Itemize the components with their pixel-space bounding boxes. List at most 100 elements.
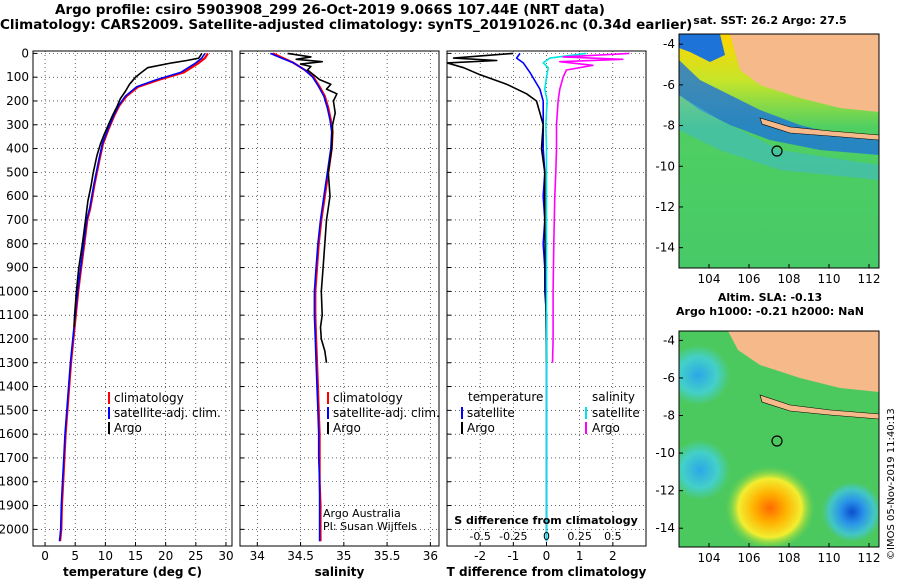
diff-legend-s-swatch: [585, 407, 587, 419]
differences-series-temperature-satellite: [515, 52, 548, 542]
salinity-xtick-label: 35.5: [374, 549, 401, 563]
diff-legend-s-label: satellite: [592, 406, 640, 420]
temperature-panel: 0 5 10 15 20 25 300100200300400500600700800900…: [0, 46, 234, 579]
temperature-series-argo: [73, 52, 203, 328]
differences-legend: temperaturesatelliteArgosalinitysatellit…: [454, 390, 640, 563]
depth-tick-label: 200: [6, 94, 29, 108]
salinity-xtick-label: 34: [250, 549, 265, 563]
sla-land: [679, 331, 879, 392]
sla-map-title: Altim. SLA: -0.13: [717, 291, 823, 304]
depth-tick-label: 1200: [0, 332, 29, 346]
diff-s-tick-label: 0: [543, 530, 550, 543]
diff-s-tick-label: 0.25: [567, 530, 592, 543]
sst-map: [678, 33, 880, 269]
diff-legend-s-label: Argo: [592, 421, 620, 435]
sst_map-xtick-label: 106: [738, 272, 761, 286]
temperature-xlabel: temperature (deg C): [63, 565, 202, 579]
salinity-legend-label: Argo: [333, 421, 361, 435]
differences-xlabel: T difference from climatology: [447, 565, 647, 579]
sla_map-xtick-label: 108: [778, 551, 801, 565]
sst-land: [679, 34, 879, 112]
sla-argo-marker: [771, 435, 783, 447]
figure-title-line2: Climatology: CARS2009. Satellite-adjuste…: [0, 17, 693, 33]
temperature-legend-label: climatology: [114, 391, 184, 405]
depth-tick-label: 700: [6, 213, 29, 227]
salinity-legend-swatch: [327, 392, 329, 404]
depth-tick-label: 100: [6, 70, 29, 84]
diff-t-tick-label: 1: [576, 549, 584, 563]
temperature-xtick-label: 0: [41, 549, 49, 563]
sla-warm-eddy: [725, 466, 815, 547]
diff-legend-salinity-heading: salinity: [592, 390, 635, 404]
sla-map-subtitle: Argo h1000: -0.21 h2000: NaN: [676, 305, 864, 318]
diff-legend-temperature-heading: temperature: [468, 390, 543, 404]
sst_map-ytick-label: -6: [663, 78, 675, 92]
sla_map-ytick-label: -12: [655, 484, 675, 498]
diff-s-tick-label: 0.5: [604, 530, 622, 543]
sst_map-ytick-label: -12: [655, 200, 675, 214]
depth-tick-label: 1400: [0, 380, 29, 394]
sst-cold-coastal: [679, 60, 879, 155]
salinity-legend-swatch: [327, 407, 329, 419]
sla_map-ytick-label: -8: [663, 409, 675, 423]
sst-argo-marker: [771, 145, 783, 157]
sst_map-ytick-label: -4: [663, 37, 675, 51]
sst_map-xtick-label: 112: [858, 272, 881, 286]
sla_map-xtick-label: 110: [818, 551, 841, 565]
sla_map-ytick-label: -14: [655, 521, 675, 535]
depth-tick-label: 900: [6, 261, 29, 275]
temperature-legend-swatch: [108, 392, 110, 404]
diff-t-tick-label: -1: [507, 549, 519, 563]
temperature-series-climatology: [59, 52, 209, 542]
depth-tick-label: 1100: [0, 308, 29, 322]
diff-legend-t-swatch: [461, 422, 463, 434]
depth-tick-label: 2000: [0, 522, 29, 536]
diff-legend-s-swatch: [585, 422, 587, 434]
depth-tick-label: 300: [6, 118, 29, 132]
temperature-xtick-label: 30: [218, 549, 233, 563]
temperature-xtick-label: 5: [71, 549, 79, 563]
temperature-legend-label: satellite-adj. clim.: [114, 406, 221, 420]
depth-tick-label: 1300: [0, 356, 29, 370]
sst_map-ytick-label: -14: [655, 241, 675, 255]
sst_map-xtick-label: 108: [778, 272, 801, 286]
sst_map-xtick-label: 110: [818, 272, 841, 286]
salinity-xtick-label: 35: [336, 549, 351, 563]
depth-tick-label: 800: [6, 237, 29, 251]
differences-panel: T difference from climatology: [446, 50, 647, 579]
diff-t-tick-label: -2: [474, 549, 486, 563]
temperature-series-satellite-adj-clim-: [58, 52, 206, 542]
sst_map-ytick-label: -8: [663, 119, 675, 133]
depth-tick-label: 1600: [0, 427, 29, 441]
diff-legend-t-label: Argo: [467, 421, 495, 435]
salinity-legend-label: satellite-adj. clim.: [333, 406, 440, 420]
depth-tick-label: 1700: [0, 451, 29, 465]
temperature-xtick-label: 25: [188, 549, 203, 563]
salinity-xlabel: salinity: [315, 565, 365, 579]
sla_map-xtick-label: 104: [698, 551, 721, 565]
salinity-xtick-label: 34.5: [287, 549, 314, 563]
sla_map-xtick-label: 112: [858, 551, 881, 565]
salinity-series-climatology: [272, 52, 334, 542]
salinity-legend-label: climatology: [333, 391, 403, 405]
temperature-legend-swatch: [108, 407, 110, 419]
salinity-panel: 34 34.5 35 35.5 36 salinity: [239, 50, 440, 579]
sla_map-ytick-label: -10: [655, 446, 675, 460]
sla_map-ytick-label: -6: [663, 371, 675, 385]
sst_map-xtick-label: 104: [698, 272, 721, 286]
salinity-frame: [239, 50, 440, 547]
temperature-xtick-label: 20: [158, 549, 173, 563]
diff-s-xlabel: S difference from climatology: [454, 514, 638, 527]
diff-s-tick-label: -0.25: [499, 530, 527, 543]
temperature-frame: [32, 50, 233, 547]
depth-tick-label: 600: [6, 189, 29, 203]
salinity-series-argo: [287, 52, 338, 363]
depth-tick-label: 0: [21, 46, 29, 60]
salinity-annotation-line2: PI: Susan Wijffels: [323, 520, 417, 533]
depth-tick-label: 1500: [0, 403, 29, 417]
depth-tick-label: 500: [6, 165, 29, 179]
sst_map-ytick-label: -10: [655, 159, 675, 173]
